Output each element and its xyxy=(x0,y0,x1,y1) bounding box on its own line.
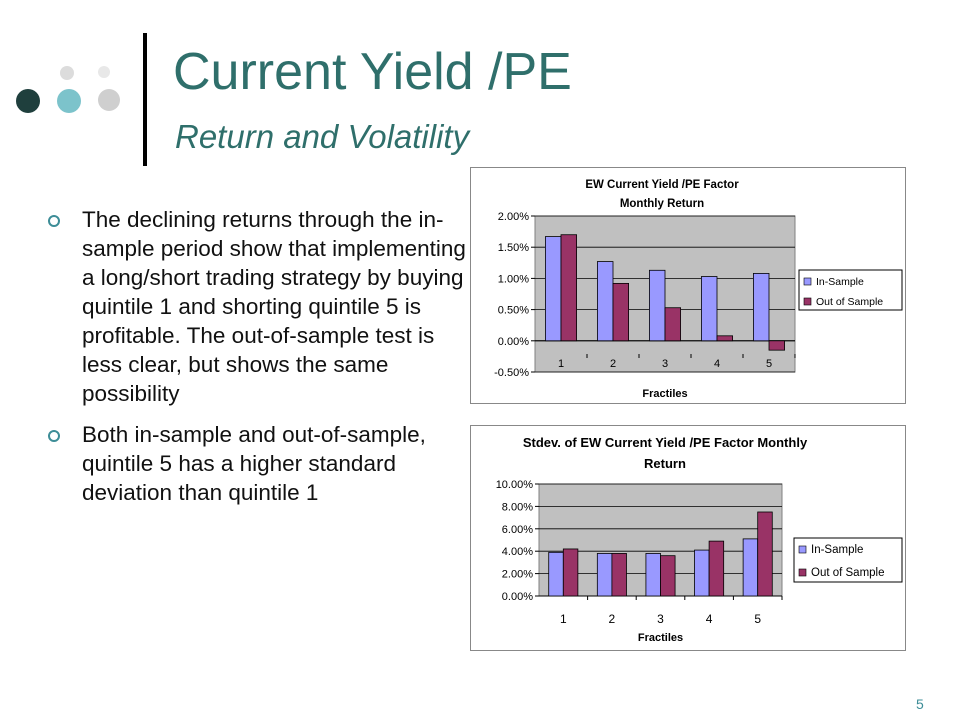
bar-out-of-sample xyxy=(611,553,627,597)
y-tick-label: 4.00% xyxy=(502,546,533,558)
x-tick-label: 3 xyxy=(662,358,668,370)
bar-out-of-sample xyxy=(660,555,676,597)
return-chart: EW Current Yield /PE Factor Monthly Retur… xyxy=(470,167,906,404)
chart-title: Stdev. of EW Current Yield /PE Factor Mo… xyxy=(523,435,808,450)
bar-out-of-sample xyxy=(560,234,578,342)
bar-in-sample xyxy=(752,273,770,342)
legend-swatch xyxy=(803,297,812,306)
y-tick-label: 1.00% xyxy=(498,273,529,285)
bullet-item: The declining returns through the in-sam… xyxy=(48,205,468,408)
bar-in-sample xyxy=(596,553,613,597)
decor-dot-4 xyxy=(60,66,74,80)
chart-title: EW Current Yield /PE Factor xyxy=(585,179,739,191)
y-tick-label: 2.00% xyxy=(502,569,533,581)
bar-out-of-sample xyxy=(757,511,773,597)
y-tick-label: 2.00% xyxy=(498,211,529,223)
x-tick-label: 1 xyxy=(558,358,564,370)
bar-out-of-sample xyxy=(612,282,630,342)
y-tick-label: 0.00% xyxy=(498,336,529,348)
y-tick-label: 1.50% xyxy=(498,242,529,254)
legend-swatch xyxy=(798,568,807,577)
bullet-icon xyxy=(48,430,60,442)
legend-label: Out of Sample xyxy=(811,567,885,579)
x-tick-label: 1 xyxy=(560,612,567,626)
bar-out-of-sample xyxy=(716,335,734,342)
bar-out-of-sample xyxy=(768,340,786,351)
x-axis-label: Fractiles xyxy=(638,632,683,644)
bullet-text: The declining returns through the in-sam… xyxy=(82,207,466,406)
legend-swatch xyxy=(798,545,807,554)
bar-out-of-sample xyxy=(708,540,725,597)
x-axis-label: Fractiles xyxy=(642,388,687,400)
legend-box xyxy=(798,269,903,311)
y-tick-label: 0.50% xyxy=(498,305,529,317)
x-tick-label: 2 xyxy=(610,358,616,370)
x-tick-label: 5 xyxy=(766,358,772,370)
bar-out-of-sample xyxy=(562,548,579,597)
page-number: 5 xyxy=(916,696,924,712)
bullet-item: Both in-sample and out-of-sample, quinti… xyxy=(48,420,468,507)
legend-label: Out of Sample xyxy=(816,296,883,308)
stdev-chart-svg: Stdev. of EW Current Yield /PE Factor Mo… xyxy=(496,435,903,644)
bar-out-of-sample xyxy=(664,307,682,342)
slide-title: Current Yield /PE xyxy=(173,43,572,101)
legend-label: In-Sample xyxy=(816,276,864,288)
chart-title: Return xyxy=(644,456,686,471)
bar-in-sample xyxy=(645,553,661,597)
x-tick-label: 5 xyxy=(754,612,761,626)
x-tick-label: 4 xyxy=(714,358,720,370)
bar-in-sample xyxy=(648,269,666,342)
y-tick-label: 6.00% xyxy=(502,524,533,536)
decor-dot-2 xyxy=(57,89,81,113)
decor-dot-1 xyxy=(16,89,40,113)
slide-subtitle: Return and Volatility xyxy=(175,118,470,155)
bullet-icon xyxy=(48,215,60,227)
legend-swatch xyxy=(803,277,812,286)
bar-in-sample xyxy=(700,276,718,342)
x-tick-label: 2 xyxy=(609,612,616,626)
legend-box xyxy=(793,537,903,583)
stdev-chart: Stdev. of EW Current Yield /PE Factor Mo… xyxy=(470,425,906,651)
bullet-text: Both in-sample and out-of-sample, quinti… xyxy=(82,422,426,505)
bar-in-sample xyxy=(742,538,759,597)
bar-in-sample xyxy=(597,261,614,342)
bullet-list: The declining returns through the in-sam… xyxy=(48,205,468,519)
title-divider xyxy=(143,33,147,166)
y-tick-label: 10.00% xyxy=(496,479,534,491)
y-tick-label: 8.00% xyxy=(502,501,533,513)
decor-dot-5 xyxy=(98,66,110,78)
bar-in-sample xyxy=(694,549,710,597)
legend-label: In-Sample xyxy=(811,544,863,556)
bar-in-sample xyxy=(545,236,562,342)
x-tick-label: 4 xyxy=(706,612,713,626)
bar-in-sample xyxy=(548,551,564,597)
decor-dot-3 xyxy=(98,89,120,111)
chart-title: Monthly Return xyxy=(620,198,704,210)
return-chart-svg: EW Current Yield /PE Factor Monthly Retur… xyxy=(494,179,903,400)
y-tick-label: 0.00% xyxy=(502,591,533,603)
x-tick-label: 3 xyxy=(657,612,664,626)
y-tick-label: -0.50% xyxy=(494,367,529,379)
